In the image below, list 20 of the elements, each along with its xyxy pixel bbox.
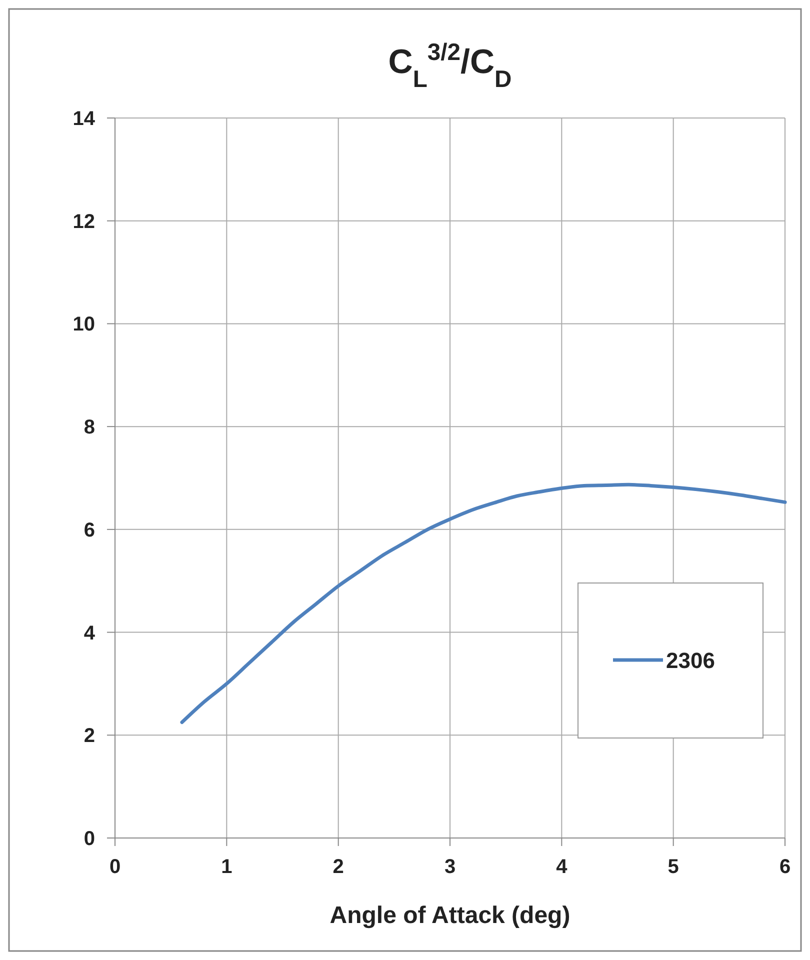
x-tick-label: 6: [779, 856, 791, 878]
x-tick-label: 3: [444, 856, 456, 878]
y-tick-label: 2: [84, 725, 95, 748]
line-series: [180, 482, 787, 724]
y-tick-label: 0: [84, 828, 95, 850]
y-tick-label: 10: [72, 314, 95, 336]
y-tick-label: 14: [72, 108, 96, 130]
y-tick-label: 4: [84, 622, 96, 644]
x-tick-label: 4: [556, 856, 568, 878]
y-tick-label: 8: [84, 416, 95, 439]
legend-label: 2306: [666, 648, 715, 673]
chart-title: C$_{L}$$^{3/2}$/C$_{D}$: [388, 38, 512, 92]
x-tick-label: 1: [221, 856, 232, 878]
y-tick-label: 6: [84, 519, 95, 542]
x-axis-title: Angle of Attack (deg): [330, 902, 570, 929]
x-tick-label: 5: [668, 856, 679, 878]
x-tick-label: 2: [332, 856, 344, 878]
x-tick-label: 0: [109, 856, 121, 878]
y-tick-label: 12: [72, 210, 95, 233]
legend: 2306: [578, 582, 764, 738]
